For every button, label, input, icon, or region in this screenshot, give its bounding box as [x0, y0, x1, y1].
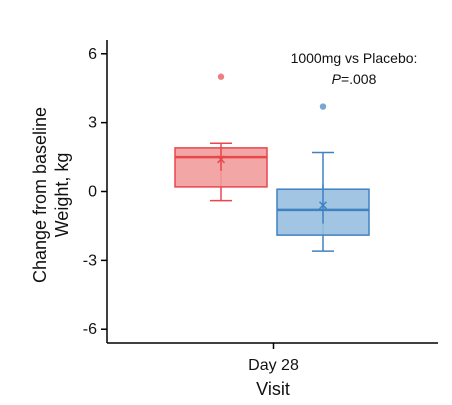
y-axis-title-line-2: Weight, kg	[52, 153, 72, 238]
mean-marker-b	[216, 155, 226, 164]
mean-marker-b	[318, 201, 328, 210]
box-group-2	[276, 103, 370, 252]
box-group-1	[174, 73, 268, 202]
y-tick-label: 3	[88, 115, 97, 132]
annotation-p-value: P=.008	[332, 71, 377, 87]
annotation-p-number: =.008	[341, 71, 377, 87]
annotation-p-symbol: P	[332, 71, 342, 87]
axes-layer	[106, 40, 438, 344]
outlier-point	[319, 103, 327, 110]
x-tick-label: Day 28	[248, 357, 299, 374]
x-ticks: Day 28	[248, 343, 299, 374]
x-axis-title: Visit	[256, 379, 290, 399]
y-tick-label: 0	[88, 184, 97, 201]
y-tick-label: -3	[83, 252, 97, 269]
boxes-layer	[174, 73, 370, 252]
y-axis-title-line-1: Change from baseline	[30, 107, 50, 283]
annotation-comparison: 1000mg vs Placebo:	[291, 50, 418, 66]
y-tick-label: -6	[83, 321, 97, 338]
outlier-point	[217, 73, 225, 80]
y-ticks: 6 3 0 -3 -6	[83, 46, 107, 338]
y-tick-label: 6	[88, 46, 97, 63]
